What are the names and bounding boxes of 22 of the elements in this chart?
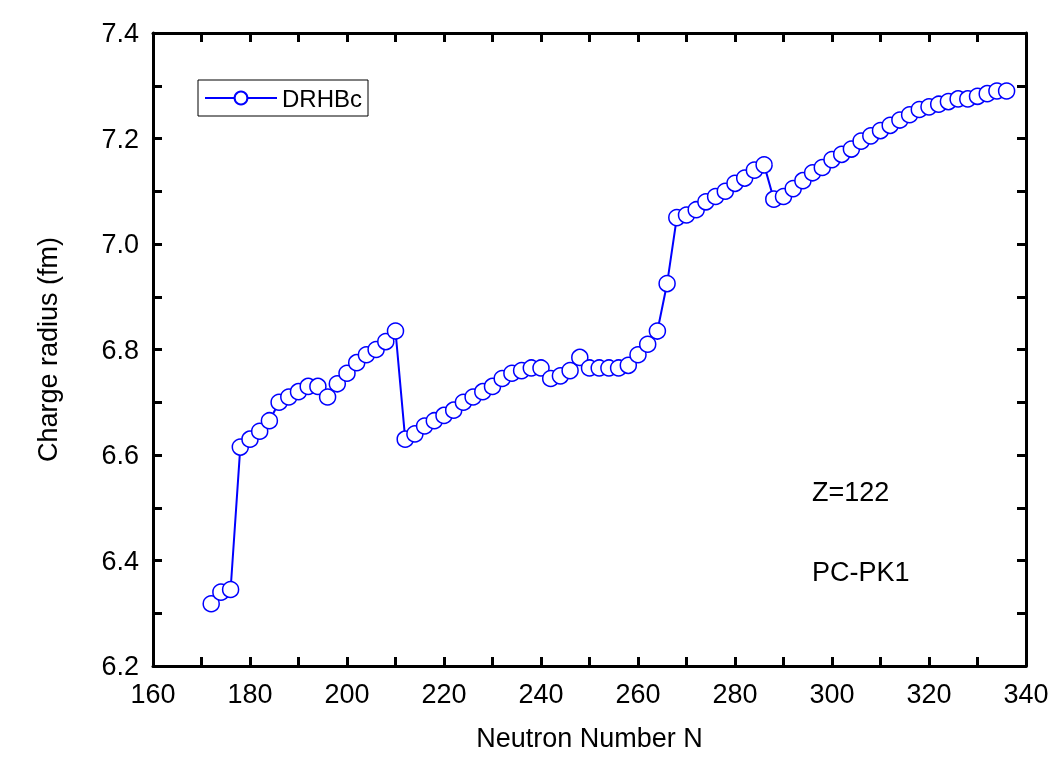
x-tick-label: 280: [712, 678, 758, 709]
x-tick-label: 320: [906, 678, 952, 709]
y-tick-label: 7.0: [101, 229, 139, 259]
x-tick-label: 340: [1003, 678, 1049, 709]
x-tick-label: 220: [421, 678, 467, 709]
annotation: PC-PK1: [812, 556, 910, 587]
x-tick-label: 200: [324, 678, 370, 709]
y-tick-label: 7.4: [101, 18, 139, 48]
legend-label: DRHBc: [282, 84, 363, 112]
x-tick-label: 260: [615, 678, 661, 709]
y-tick-label: 6.8: [101, 334, 139, 365]
x-tick-label: 180: [227, 678, 273, 709]
y-tick-label: 6.4: [101, 545, 139, 576]
y-tick-label: 6.6: [101, 440, 139, 470]
x-tick-label: 160: [130, 678, 176, 709]
y-tick-label: 6.2: [101, 651, 139, 681]
annotation: Z=122: [812, 476, 890, 507]
y-tick-label: 7.2: [101, 123, 139, 154]
x-tick-label: 300: [809, 678, 855, 709]
y-axis-title: Charge radius (fm): [32, 236, 63, 463]
x-axis-title: Neutron Number N: [476, 722, 703, 753]
x-tick-label: 240: [518, 678, 564, 709]
